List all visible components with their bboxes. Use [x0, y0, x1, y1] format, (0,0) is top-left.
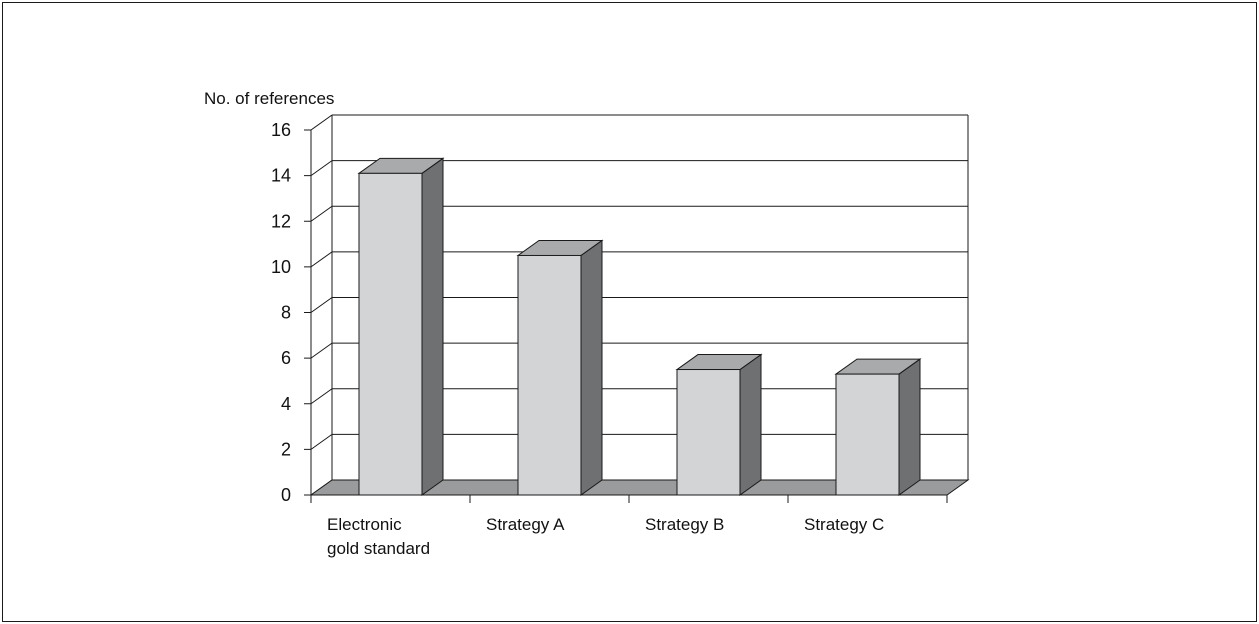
bar [835, 373, 900, 496]
x-category-label: Strategy C [804, 515, 884, 534]
x-category-label: gold standard [327, 539, 430, 558]
side-wall-gridline [310, 160, 333, 177]
bar-side [580, 239, 603, 496]
y-axis-label: No. of references [204, 89, 334, 108]
side-wall-gridline [310, 114, 333, 131]
side-wall-gridline [310, 388, 333, 405]
y-tick-label: 2 [281, 439, 291, 459]
y-tick-label: 12 [271, 211, 291, 231]
bar [517, 254, 582, 496]
side-wall-gridline [310, 297, 333, 313]
side-wall-gridline [310, 205, 333, 222]
side-wall-gridline [310, 433, 333, 450]
y-tick-label: 14 [271, 166, 291, 186]
y-tick-label: 0 [281, 485, 291, 505]
y-tick-label: 6 [281, 348, 291, 368]
y-tick-label: 4 [281, 394, 291, 414]
bar [358, 172, 423, 496]
bar [676, 369, 741, 496]
x-category-label: Strategy A [486, 515, 565, 534]
bar-side [898, 358, 921, 496]
x-category-label: Strategy B [645, 515, 724, 534]
y-tick-label: 16 [271, 120, 291, 140]
bar-side [739, 353, 762, 496]
y-tick-label: 8 [281, 303, 291, 323]
bar-side [421, 157, 444, 496]
x-category-label: Electronic [327, 515, 402, 534]
y-tick-label: 10 [271, 257, 291, 277]
side-wall-gridline [310, 251, 333, 268]
side-wall-gridline [310, 342, 333, 359]
